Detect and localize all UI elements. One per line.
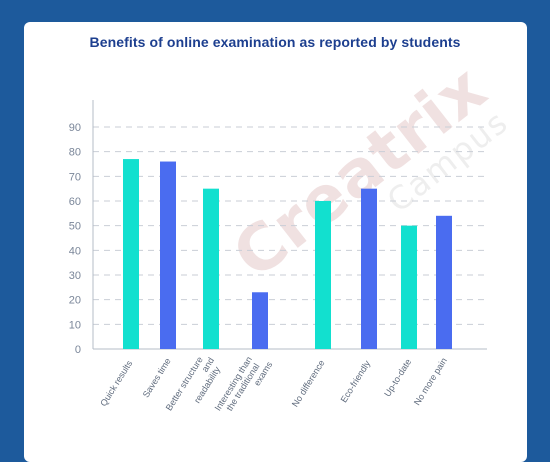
bars <box>123 159 452 349</box>
bar <box>401 225 417 349</box>
y-tick-label: 0 <box>75 344 81 356</box>
chart-title: Benefits of online examination as report… <box>89 34 461 50</box>
grid-lines <box>93 126 487 325</box>
x-tick-label: Up-to-date <box>382 357 413 398</box>
y-tick-label: 80 <box>69 147 81 159</box>
x-tick-label: Interesting thanthe traditionalexams <box>213 349 275 423</box>
y-tick-label: 40 <box>69 245 81 257</box>
bar <box>203 188 219 349</box>
y-tick-label: 90 <box>69 122 81 134</box>
y-tick-label: 60 <box>69 196 81 208</box>
bar-chart: 0 10 20 30 40 50 60 70 80 90 Quick results Saves t… <box>69 100 487 423</box>
x-tick-label: Quick results <box>98 358 134 408</box>
bar <box>315 201 331 349</box>
y-tick-label: 20 <box>69 295 81 307</box>
bar <box>160 161 176 349</box>
y-tick-labels: 0 10 20 30 40 50 60 70 80 90 <box>69 122 81 356</box>
y-tick-label: 50 <box>69 221 81 233</box>
bar <box>361 188 377 349</box>
y-tick-label: 10 <box>69 319 81 331</box>
x-tick-label: Eco-friendly <box>339 358 373 404</box>
bar <box>123 159 139 349</box>
bar <box>436 215 452 349</box>
bar <box>252 292 268 349</box>
axes <box>92 100 487 350</box>
y-tick-label: 70 <box>69 171 81 183</box>
x-tick-label: No difference <box>290 358 327 409</box>
y-tick-label: 30 <box>69 270 81 282</box>
x-tick-label: No more pain <box>412 356 449 407</box>
x-tick-label: Saves time <box>141 356 173 399</box>
x-tick-label: Better structureandreadability <box>164 350 225 423</box>
